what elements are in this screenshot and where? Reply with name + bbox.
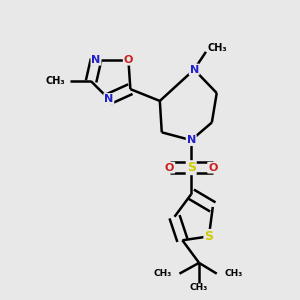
Text: CH₃: CH₃: [153, 269, 172, 278]
Text: S: S: [187, 161, 196, 174]
Text: O: O: [165, 163, 174, 173]
Text: CH₃: CH₃: [46, 76, 66, 86]
Text: CH₃: CH₃: [225, 269, 243, 278]
Text: N: N: [104, 94, 113, 104]
Text: O: O: [208, 163, 218, 173]
Text: N: N: [190, 64, 199, 74]
Text: O: O: [124, 55, 133, 65]
Text: CH₃: CH₃: [190, 283, 208, 292]
Text: CH₃: CH₃: [208, 43, 227, 53]
Text: S: S: [204, 230, 213, 243]
Text: N: N: [187, 135, 196, 145]
Text: N: N: [92, 55, 100, 65]
